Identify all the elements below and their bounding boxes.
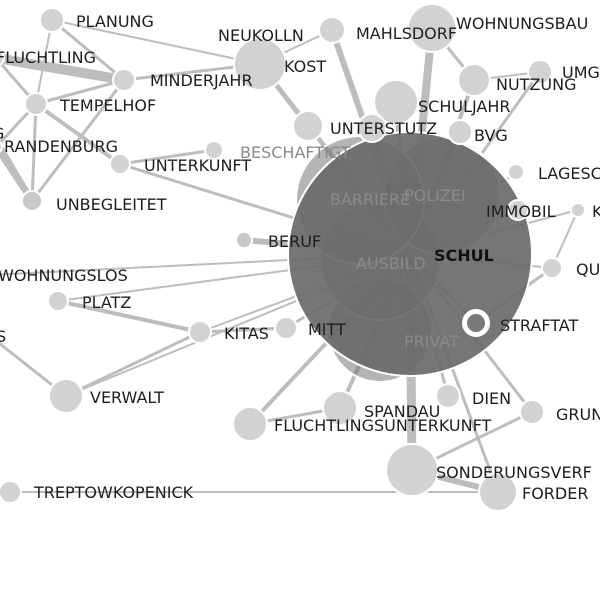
node-label-platz: PLATZ bbox=[82, 293, 131, 312]
node-label-treptowkopenick: TREPTOWKOPENICK bbox=[33, 483, 194, 502]
node-umg[interactable] bbox=[527, 59, 553, 85]
node-label-beruf: BERUF bbox=[268, 232, 321, 251]
node-label-kitas: KITAS bbox=[224, 324, 269, 343]
node-label-fluchtling: FLUCHTLING bbox=[0, 48, 96, 67]
node-label-tempelhof: TEMPELHOF bbox=[59, 96, 156, 115]
node-label-minderjahr: MINDERJAHR bbox=[150, 71, 253, 90]
node-label-ausbild: AUSBILD bbox=[356, 254, 426, 273]
node-forder[interactable] bbox=[478, 472, 518, 512]
node-kost[interactable] bbox=[292, 110, 324, 142]
edge-planung-neukolln bbox=[51, 19, 261, 65]
node-schuljahr[interactable] bbox=[373, 79, 419, 125]
node-label-umg: UMG bbox=[562, 63, 600, 82]
node-dien[interactable] bbox=[435, 383, 461, 409]
edge-tempelhof-unterkunft bbox=[34, 102, 122, 166]
node-mitt[interactable] bbox=[274, 316, 298, 340]
node-layer bbox=[0, 3, 586, 512]
node-beruf[interactable] bbox=[235, 231, 253, 249]
edge-planung-minderjahr bbox=[50, 18, 126, 82]
edge-unbegleitet-minderjahr bbox=[30, 78, 126, 203]
edge-verwalt-kitas bbox=[64, 330, 202, 398]
node-spandau[interactable] bbox=[322, 390, 358, 426]
node-label-grun: GRUN bbox=[556, 405, 600, 424]
node-label-schul: SCHUL bbox=[434, 246, 494, 265]
node-label-forder: FORDER bbox=[522, 484, 588, 503]
edge-unbegleitet-tempelhof bbox=[30, 102, 38, 203]
node-beschaft[interactable] bbox=[204, 140, 224, 160]
node-bvg[interactable] bbox=[447, 119, 473, 145]
edge-planung-tempelhof bbox=[35, 19, 53, 105]
node-label-qu: QU bbox=[576, 260, 600, 279]
node-unterstutz[interactable] bbox=[357, 113, 387, 143]
node-nutzung[interactable] bbox=[457, 63, 491, 97]
node-label-sonderungsverf: SONDERUNGSVERF bbox=[436, 463, 592, 482]
node-neukolln[interactable] bbox=[233, 37, 287, 91]
node-label-planung: PLANUNG bbox=[76, 12, 154, 31]
node-label-wohnungsbau: WOHNUNGSBAU bbox=[456, 14, 588, 33]
node-treptowkopenick[interactable] bbox=[0, 480, 22, 504]
node-label-verwalt: VERWALT bbox=[90, 388, 164, 407]
edge-g-unbegleitet bbox=[0, 141, 35, 204]
node-label-g: G bbox=[0, 124, 4, 143]
node-planung[interactable] bbox=[39, 7, 65, 33]
node-label-privat: PRIVAT bbox=[404, 332, 459, 351]
node-minderjahr[interactable] bbox=[112, 68, 136, 92]
node-unbegleitet[interactable] bbox=[21, 190, 43, 212]
node-wohnungsbau[interactable] bbox=[407, 3, 457, 53]
node-label-polizei: POLIZEI bbox=[404, 186, 466, 205]
label-layer: PLANUNG FLUCHTLING MINDERJAHR TEMPELHOF GRAN… bbox=[0, 12, 600, 503]
node-label-k: K bbox=[592, 202, 600, 221]
node-label-unbegleitet: UNBEGLEITET bbox=[56, 195, 167, 214]
node-label-mahlsdorf: MAHLSDORF bbox=[356, 24, 457, 43]
node-label-dien: DIEN bbox=[472, 389, 511, 408]
edge-platz-kitas bbox=[56, 299, 202, 334]
node-label-wohnungslos: WOHNUNGSLOS bbox=[0, 266, 128, 285]
node-immobil[interactable] bbox=[507, 199, 529, 221]
node-label-bvg: BVG bbox=[474, 126, 508, 145]
node-unterkunft[interactable] bbox=[109, 153, 131, 175]
node-qu[interactable] bbox=[541, 257, 563, 279]
edge-fluchtling-minderjahr bbox=[0, 53, 129, 85]
edge-kitas-mitt bbox=[198, 326, 288, 334]
node-label-kost: KOST bbox=[284, 57, 326, 76]
node-kitas[interactable] bbox=[188, 320, 212, 344]
node-label-beschaft: BESCHAFTIGT bbox=[240, 143, 351, 162]
node-platz[interactable] bbox=[47, 290, 69, 312]
node-label-brandenburg: RANDENBURG bbox=[4, 137, 118, 156]
node-label-mitt: MITT bbox=[308, 320, 346, 339]
node-fluchtlingsunterkunft[interactable] bbox=[232, 406, 268, 442]
node-label-immobil: IMMOBIL bbox=[486, 202, 556, 221]
node-fluchtling[interactable] bbox=[0, 49, 5, 67]
node-label-lagesc: LAGESC bbox=[538, 164, 600, 183]
node-label-unterkunft: UNTERKUNFT bbox=[144, 156, 251, 175]
node-label-unterstutz: UNTERSTUTZ bbox=[330, 119, 437, 138]
node-verwalt[interactable] bbox=[48, 378, 84, 414]
node-label-s: S bbox=[0, 327, 6, 346]
node-label-neukolln: NEUKOLLN bbox=[218, 26, 304, 45]
node-grun[interactable] bbox=[519, 399, 545, 425]
node-label-fluchtlingsunterkunft: FLUCHTLINGSUNTERKUNFT bbox=[274, 416, 492, 435]
edge-tempelhof-minderjahr bbox=[34, 78, 126, 106]
node-label-schuljahr: SCHULJAHR bbox=[418, 97, 511, 116]
node-mahlsdorf[interactable] bbox=[318, 16, 346, 44]
node-sonderungsverf[interactable] bbox=[385, 443, 439, 497]
node-tempelhof[interactable] bbox=[24, 92, 48, 116]
node-straftat-ring[interactable] bbox=[463, 310, 489, 336]
edge-unterkunft-beschaft bbox=[118, 148, 216, 166]
node-brandenburg[interactable] bbox=[0, 141, 3, 153]
node-k[interactable] bbox=[570, 202, 586, 218]
node-label-straftat: STRAFTAT bbox=[500, 316, 579, 335]
node-label-spandau: SPANDAU bbox=[364, 402, 440, 421]
node-label-barriere: BARRIERE bbox=[330, 190, 410, 209]
node-lagesc[interactable] bbox=[507, 163, 525, 181]
node-label-nutzung: NUTZUNG bbox=[496, 75, 577, 94]
